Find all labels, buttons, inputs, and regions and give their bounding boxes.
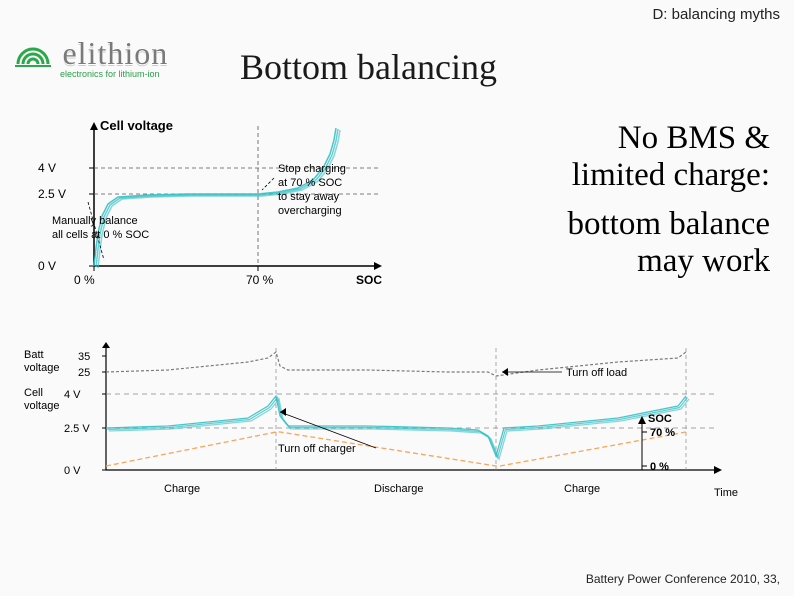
slide-title: Bottom balancing [240, 46, 497, 88]
svg-text:0 %: 0 % [74, 273, 95, 287]
svg-text:Turn off charger: Turn off charger [278, 443, 356, 455]
svg-text:voltage: voltage [24, 400, 59, 412]
claim-line: bottom balance [430, 206, 770, 243]
svg-text:Batt: Batt [24, 349, 44, 361]
svg-text:at 70 % SOC: at 70 % SOC [278, 177, 342, 189]
svg-text:0 V: 0 V [38, 259, 56, 273]
svg-text:SOC: SOC [648, 413, 672, 425]
svg-text:Cell voltage: Cell voltage [100, 118, 173, 133]
svg-text:2.5 V: 2.5 V [38, 187, 66, 201]
section-label: D: balancing myths [652, 6, 780, 23]
svg-text:voltage: voltage [24, 362, 59, 374]
svg-text:2.5 V: 2.5 V [64, 423, 90, 435]
svg-text:Discharge: Discharge [374, 483, 424, 495]
footer-citation: Battery Power Conference 2010, 33, [586, 572, 780, 586]
logo: elithion electronics for lithium-ion [12, 34, 168, 79]
slide: D: balancing myths elithion electronics … [0, 0, 794, 596]
svg-text:4 V: 4 V [64, 389, 81, 401]
svg-text:4 V: 4 V [38, 161, 56, 175]
svg-text:0 %: 0 % [650, 461, 669, 473]
claim-line: may work [430, 243, 770, 280]
top-chart: Cell voltage SOC 4 V 2.5 V 0 V 0 % 70 % Manuall… [18, 118, 416, 318]
claim-text: No BMS & limited charge: bottom balance … [430, 120, 770, 280]
svg-text:all cells at 0 % SOC: all cells at 0 % SOC [52, 229, 149, 241]
svg-text:70 %: 70 % [650, 427, 675, 439]
svg-text:25: 25 [78, 367, 90, 379]
svg-text:0 V: 0 V [64, 465, 81, 477]
claim-line: limited charge: [430, 157, 770, 194]
svg-text:overcharging: overcharging [278, 205, 342, 217]
svg-text:to stay away: to stay away [278, 191, 340, 203]
svg-text:Cell: Cell [24, 387, 43, 399]
logo-text: elithion [62, 35, 168, 72]
svg-text:70 %: 70 % [246, 273, 274, 287]
svg-text:35: 35 [78, 351, 90, 363]
bottom-chart: TimeBattvoltageCellvoltage35254 V2.5 V0 … [18, 336, 770, 546]
svg-text:Charge: Charge [564, 483, 600, 495]
logo-arcs-icon [12, 34, 54, 73]
svg-text:Turn off load: Turn off load [566, 367, 627, 379]
svg-text:Time: Time [714, 487, 738, 499]
logo-subtitle: electronics for lithium-ion [60, 69, 168, 79]
svg-text:Manually balance: Manually balance [52, 215, 138, 227]
claim-line: No BMS & [430, 120, 770, 157]
svg-text:SOC: SOC [356, 273, 382, 287]
svg-text:Stop charging: Stop charging [278, 163, 346, 175]
svg-text:Charge: Charge [164, 483, 200, 495]
